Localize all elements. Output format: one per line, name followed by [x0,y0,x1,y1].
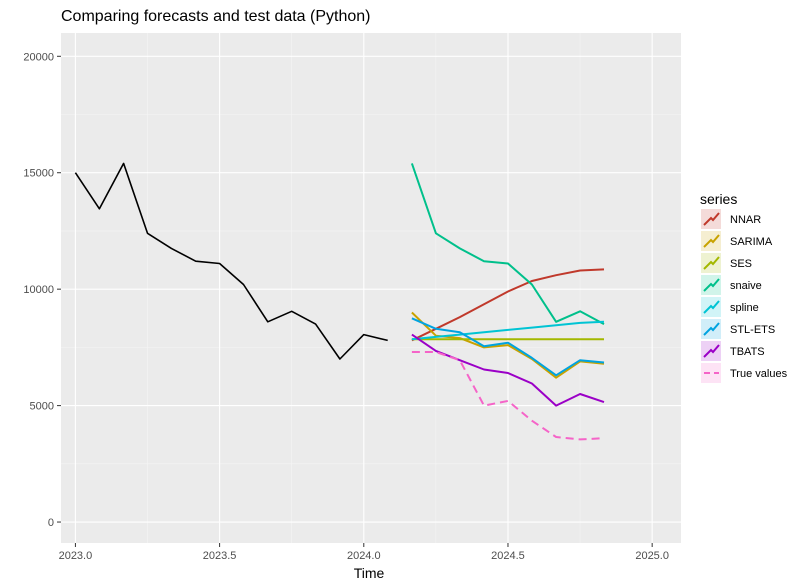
legend-key-line [703,256,720,270]
legend-item-true-values: True values [701,363,788,383]
y-axis-ticks: 0 5000 10000 15000 20000 [23,51,61,529]
legend-item-sarima: SARIMA [701,231,773,251]
y-tick-label: 10000 [23,284,54,296]
legend-label: SES [730,258,752,270]
series-line-true-values [411,351,605,441]
grid-lines [61,33,681,543]
legend-label: TBATS [730,346,765,358]
legend-title: series [700,191,737,207]
x-tick-label: 2025.0 [635,550,669,562]
legend-label: SARIMA [730,236,773,248]
legend-item-stl-ets: STL-ETS [701,319,775,339]
legend-key-background [701,363,721,383]
plot-panel [61,33,681,543]
y-tick-label: 5000 [30,401,54,413]
legend-item-snaive: snaive [701,275,762,295]
legend-item-ses: SES [701,253,752,273]
legend-label: STL-ETS [730,324,775,336]
legend-item-nnar: NNAR [701,209,761,229]
x-axis-ticks: 2023.0 2023.5 2024.0 2024.5 2025.0 [59,543,669,562]
x-tick-label: 2024.0 [347,550,381,562]
x-tick-label: 2024.5 [491,550,525,562]
x-tick-label: 2023.0 [59,550,93,562]
series-line-snaive [410,163,605,325]
chart-title: Comparing forecasts and test data (Pytho… [61,8,371,25]
y-tick-label: 0 [48,517,54,529]
legend-key-line [703,234,720,248]
legend-item-tbats: TBATS [701,341,765,361]
legend-label: snaive [730,280,762,292]
legend-key-line [703,322,720,336]
legend-key-line [703,212,720,226]
legend-key-line [703,300,720,314]
series-line-stl-ets [411,317,605,377]
series-line-nnar [411,268,605,342]
history-line [74,162,388,360]
legend-key-line [703,344,720,358]
series-lines [74,162,605,441]
series-line-spline [411,320,605,341]
legend: series NNAR SARIMA SES snaive spline STL-ETS T… [700,191,788,383]
x-axis-title: Time [354,565,385,581]
legend-item-spline: spline [701,297,759,317]
legend-label: NNAR [730,214,761,226]
legend-label: spline [730,302,759,314]
x-tick-label: 2023.5 [203,550,237,562]
y-tick-label: 15000 [23,168,54,180]
legend-label: True values [730,368,788,380]
legend-key-line [703,278,720,292]
y-tick-label: 20000 [23,51,54,63]
